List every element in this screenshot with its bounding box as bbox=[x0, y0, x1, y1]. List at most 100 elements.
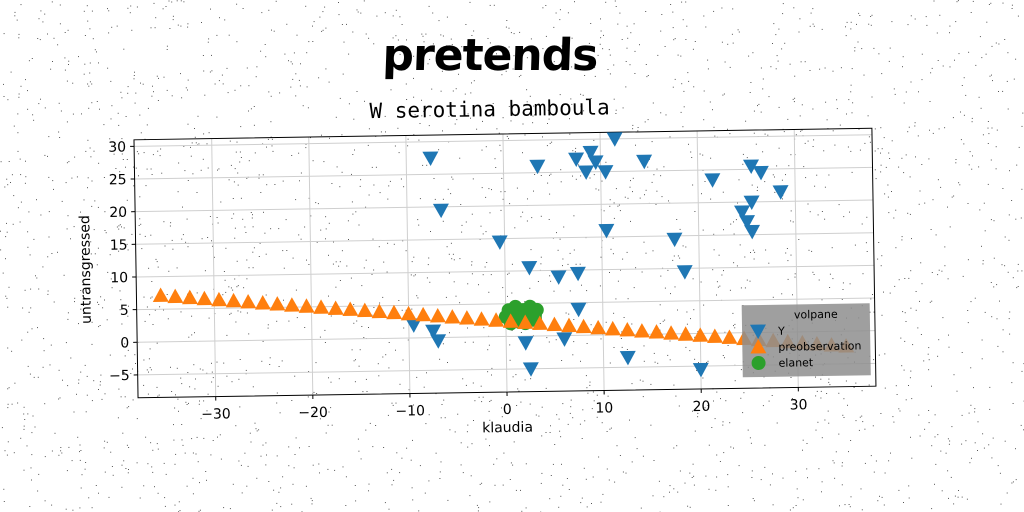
legend-box bbox=[741, 303, 871, 378]
data-point bbox=[721, 329, 738, 345]
data-point bbox=[371, 303, 388, 319]
data-point bbox=[196, 290, 213, 306]
legend-label: Y bbox=[777, 325, 785, 338]
legend-title: volpane bbox=[794, 308, 838, 322]
plot-frame bbox=[133, 127, 877, 399]
y-gridline bbox=[134, 134, 873, 147]
data-point bbox=[521, 260, 538, 276]
data-point bbox=[211, 291, 228, 307]
data-point bbox=[298, 298, 315, 313]
data-point bbox=[648, 324, 665, 339]
data-point bbox=[582, 145, 599, 161]
data-point bbox=[429, 307, 446, 323]
x-gridline bbox=[599, 132, 605, 391]
x-tick-label: −10 bbox=[395, 403, 425, 419]
data-point bbox=[577, 165, 594, 180]
data-point bbox=[569, 266, 586, 282]
data-point bbox=[284, 297, 301, 312]
data-point bbox=[254, 295, 271, 310]
x-gridline bbox=[502, 134, 508, 392]
axes: −30 −20 −10 0 10 20 30 −5 0 5 10 15 20 25 30 klaudia unt… bbox=[77, 127, 877, 437]
y-tick-label: 0 bbox=[120, 335, 129, 351]
data-point bbox=[488, 312, 505, 327]
data-point bbox=[502, 313, 519, 328]
data-point bbox=[704, 173, 721, 188]
data-point bbox=[522, 362, 539, 377]
data-point bbox=[313, 299, 330, 314]
data-point bbox=[356, 302, 373, 318]
data-point bbox=[619, 321, 636, 337]
data-point bbox=[692, 362, 709, 378]
data-point bbox=[692, 327, 709, 342]
legend-marker bbox=[750, 339, 767, 354]
data-point bbox=[707, 328, 724, 343]
data-point bbox=[752, 165, 769, 181]
data-point bbox=[167, 288, 184, 304]
series-Y bbox=[405, 132, 789, 378]
data-point bbox=[491, 235, 508, 250]
y-tick-label: 10 bbox=[110, 270, 128, 286]
y-tick-label: 20 bbox=[109, 205, 127, 221]
data-point bbox=[503, 304, 518, 319]
data-point bbox=[744, 224, 761, 240]
legend-label: preobservation bbox=[778, 339, 861, 353]
data-point bbox=[152, 287, 169, 303]
data-point bbox=[425, 324, 442, 340]
data-point bbox=[532, 315, 549, 331]
x-gridline bbox=[211, 138, 217, 397]
data-point bbox=[400, 305, 417, 321]
data-point bbox=[634, 323, 651, 338]
y-axis-label: untransgressed bbox=[77, 215, 95, 324]
x-tick-label: 10 bbox=[595, 400, 613, 416]
legend-label: elanet bbox=[778, 356, 814, 370]
data-point bbox=[529, 159, 546, 175]
data-point bbox=[604, 320, 621, 336]
data-point bbox=[743, 195, 760, 210]
data-point bbox=[570, 302, 587, 318]
data-point bbox=[587, 155, 604, 170]
data-point bbox=[598, 223, 615, 239]
data-point bbox=[517, 314, 534, 329]
data-point bbox=[636, 154, 653, 170]
x-tick-label: −30 bbox=[201, 406, 231, 422]
data-point bbox=[619, 350, 636, 366]
x-axis-label: klaudia bbox=[482, 420, 533, 437]
data-point bbox=[422, 151, 439, 167]
x-tick-label: 20 bbox=[692, 399, 710, 415]
data-point bbox=[772, 185, 789, 200]
x-gridline bbox=[696, 130, 702, 389]
data-point bbox=[550, 270, 567, 285]
data-point bbox=[181, 289, 198, 305]
y-tick-label: 15 bbox=[110, 237, 128, 253]
data-point bbox=[666, 232, 683, 248]
y-tick-label: 30 bbox=[108, 139, 126, 155]
data-point bbox=[405, 318, 422, 333]
data-point bbox=[517, 336, 534, 351]
data-point bbox=[430, 334, 447, 349]
y-tick-label: 5 bbox=[120, 303, 129, 319]
data-point bbox=[225, 292, 242, 308]
data-point bbox=[342, 301, 359, 317]
data-point bbox=[459, 310, 476, 325]
legend-marker bbox=[751, 356, 766, 371]
data-point bbox=[568, 152, 585, 167]
data-point bbox=[606, 132, 623, 147]
data-point bbox=[546, 316, 563, 332]
x-tick-label: −20 bbox=[298, 405, 328, 421]
data-point bbox=[327, 300, 344, 315]
y-tick-label: −5 bbox=[109, 368, 130, 384]
data-point bbox=[432, 203, 449, 219]
y-tick-label: 25 bbox=[109, 172, 127, 188]
x-tick-label: 30 bbox=[790, 397, 808, 413]
data-point bbox=[739, 215, 756, 230]
legend-marker bbox=[749, 324, 766, 340]
data-point bbox=[742, 159, 759, 175]
data-point bbox=[734, 205, 751, 220]
data-point bbox=[676, 265, 693, 280]
data-point bbox=[473, 311, 490, 326]
data-point bbox=[415, 306, 432, 322]
chart-title: W serotina bamboula bbox=[369, 95, 610, 123]
data-point bbox=[240, 293, 257, 309]
